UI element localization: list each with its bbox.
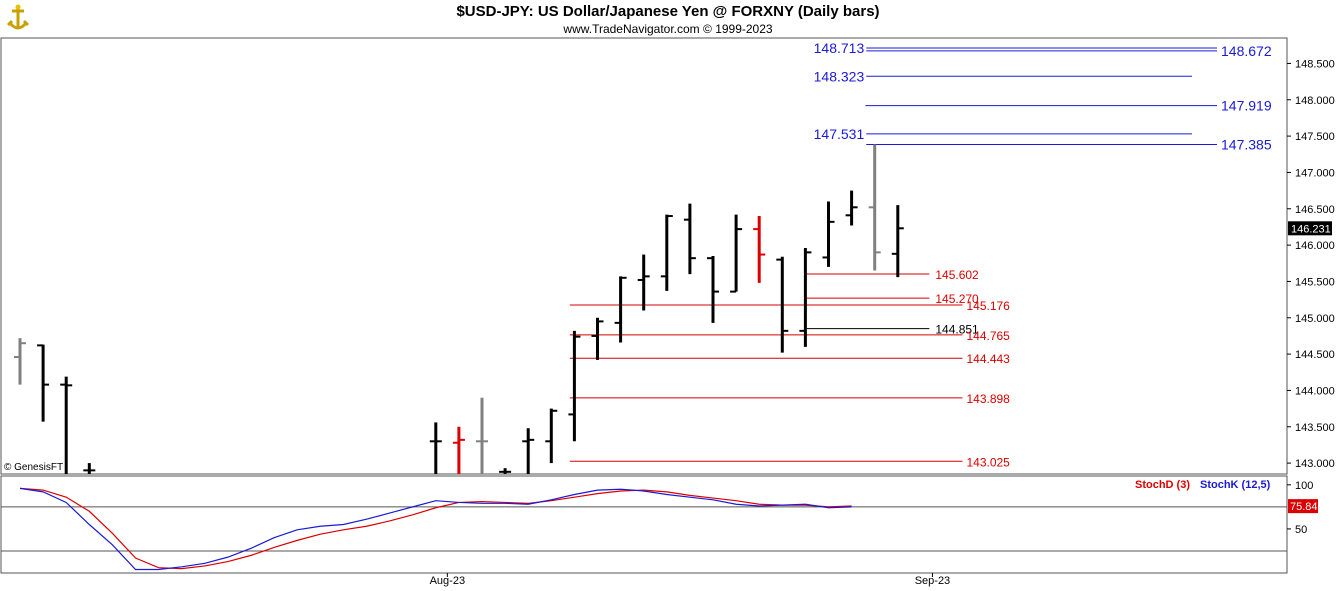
y-tick-label: 147.000 [1295, 167, 1335, 179]
last-price-marker [1288, 221, 1332, 236]
level-label: 148.713 [814, 40, 865, 56]
y-tick-label: 143.000 [1295, 458, 1335, 470]
level-label: 147.385 [1221, 136, 1272, 152]
level-label: 144.851 [935, 323, 979, 337]
stochastic-panel [0, 475, 1288, 574]
x-tick-label: Sep-23 [915, 575, 950, 587]
y-tick-label: 148.000 [1295, 95, 1335, 107]
y-tick-label: 146.500 [1295, 204, 1335, 216]
stoch-value-marker [1288, 499, 1318, 514]
level-label: 144.443 [966, 352, 1010, 366]
last-price-label: 146.231 [1291, 223, 1331, 235]
level-label: 148.672 [1221, 43, 1272, 59]
y-tick-label: 145.000 [1295, 313, 1335, 325]
level-label: 144.765 [966, 329, 1010, 343]
stochastic-series-line [19, 487, 852, 571]
level-label: 145.602 [935, 268, 979, 282]
stoch-tick-label: 100 [1295, 480, 1313, 492]
gold-anchor-icon [6, 4, 30, 30]
stochastic-series-line [19, 487, 852, 570]
stoch-legend-k: StochK (12,5) [1200, 479, 1271, 491]
y-tick-label: 148.500 [1295, 58, 1335, 70]
y-tick-label: 145.500 [1295, 276, 1335, 288]
y-tick-label: 144.500 [1295, 349, 1335, 361]
x-tick-label: Aug-23 [430, 575, 465, 587]
level-label: 145.270 [935, 292, 979, 306]
chart-header: $USD-JPY: US Dollar/Japanese Yen @ FORXN… [0, 0, 1336, 37]
y-tick-label: 143.500 [1295, 422, 1335, 434]
chart-title: $USD-JPY: US Dollar/Japanese Yen @ FORXN… [456, 3, 880, 20]
level-label: 147.531 [814, 126, 865, 142]
y-tick-label: 146.000 [1295, 240, 1335, 252]
level-label: 147.919 [1221, 98, 1272, 114]
level-label: 148.323 [814, 68, 865, 84]
level-label: 143.898 [966, 392, 1010, 406]
stoch-tick-label: 50 [1295, 524, 1307, 536]
y-tick-label: 144.000 [1295, 385, 1335, 397]
level-label: 143.025 [966, 455, 1010, 469]
chart-subtitle: www.TradeNavigator.com © 1999-2023 [563, 22, 773, 36]
y-tick-label: 147.500 [1295, 131, 1335, 143]
copyright-label: © GenesisFT [4, 462, 64, 473]
stoch-legend-d: StochD (3) [1135, 479, 1190, 491]
level-label: 145.176 [966, 299, 1010, 313]
stoch-value-label: 75.84 [1290, 501, 1318, 513]
